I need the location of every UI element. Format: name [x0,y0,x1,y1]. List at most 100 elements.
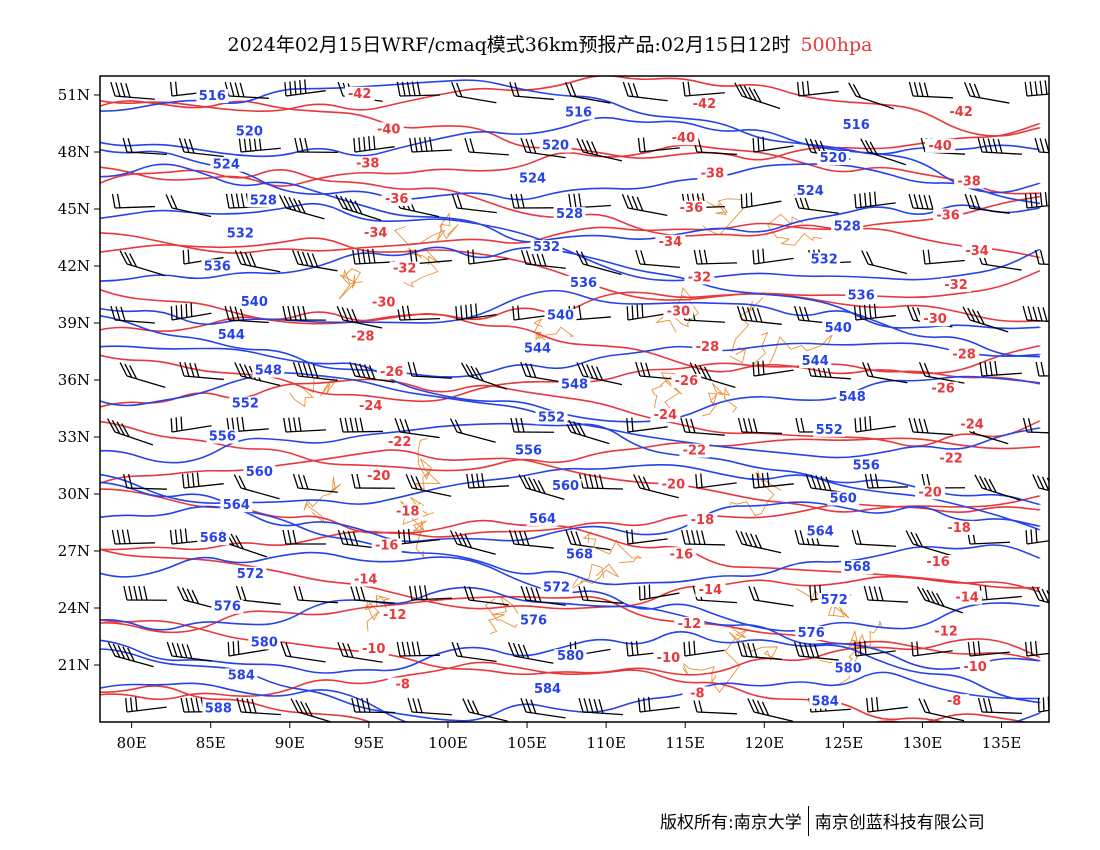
wind-barb-feather [578,697,584,713]
wind-barb-feather [456,82,463,98]
wind-barb-feather [224,81,230,97]
wind-barb-feather [569,82,577,98]
height-contour-label: 516 [565,106,592,121]
border-line [654,286,699,333]
wind-barb-feather [300,701,309,716]
wind-barb-feather [451,81,458,97]
wind-barb-feather [635,640,639,655]
wind-barb-feather [171,642,178,657]
wind-barb-feather [229,306,235,321]
temperature-contour-label: -34 [364,226,388,241]
wind-barb-feather [239,250,247,266]
wind-barb-feather [356,473,361,489]
wind-barb-feather [747,418,753,433]
wind-barb-feather [641,303,644,318]
wind-barb-feather [1037,698,1040,713]
wind-barb-feather [915,533,924,548]
wind-barb-feather [863,585,869,601]
wind-barb-feather [913,82,919,97]
label-backdrop [352,156,383,171]
wind-barb-feather [341,307,349,322]
wind-barb-feather [367,249,371,264]
lat-tick-label: 48N [58,143,90,161]
wind-barb-feather [312,364,319,379]
wind-barb-feather [288,196,297,212]
wind-barb-feather [869,141,879,156]
wind-barb-shaft [399,317,440,321]
wind-barb-feather [701,530,706,545]
height-contour-line [100,648,1040,722]
wind-barb-feather [248,137,252,152]
wind-barb-feather [638,698,641,713]
wind-barb-feather [355,586,361,601]
temperature-contour-label: -8 [690,686,704,701]
temperature-contour-label: -38 [957,174,981,189]
wind-barb-feather [968,82,976,98]
wind-barb-feather [294,137,299,153]
wind-barb-feather [462,698,470,713]
wind-barb-shaft [741,319,782,325]
wind-barb-feather [396,81,401,97]
wind-barb-feather [292,305,297,321]
wind-barb-feather [820,475,827,491]
label-backdrop [650,408,681,423]
wind-barb-feather [416,81,421,96]
wind-barb-feather [635,249,641,265]
temperature-contour-line [100,237,1041,301]
height-contour-line [100,314,1041,378]
wind-barb-feather [735,530,743,545]
wind-barb-feather [170,306,173,321]
height-contour-label: 532 [227,226,254,241]
wind-barb-feather [752,418,758,433]
temperature-contour-label: -26 [931,382,955,397]
wind-barb-shaft [126,263,166,277]
wind-barb-feather [349,361,356,377]
label-backdrop [679,443,710,458]
wind-barb-feather [762,136,765,151]
label-backdrop [658,477,689,492]
label-backdrop [215,327,248,342]
wind-barb-feather [854,642,857,657]
temperature-contour-label: -30 [667,304,691,319]
wind-barb-shaft [867,263,908,275]
label-backdrop [822,321,855,336]
wind-barb-shaft [1026,652,1049,657]
wind-barb-shaft [684,92,725,97]
label-backdrop [817,150,850,165]
wind-barb-feather [311,253,319,268]
wind-barb-feather [357,249,361,264]
wind-barb-feather [111,529,116,545]
wind-barb-feather [864,192,867,207]
wind-barb-feather [577,422,586,437]
wind-barb-feather [182,250,185,265]
height-contour-label: 520 [236,125,263,140]
wind-barb-feather [576,138,584,153]
wind-barb-feather [971,309,981,324]
wind-barb-shaft [354,711,396,714]
wind-barb-feather [923,82,929,97]
wind-barb-shaft [1038,263,1049,266]
wind-barb-feather [864,640,867,655]
wind-barb-feather [362,249,366,264]
wind-barb-feather [451,193,458,209]
wind-barb-feather [622,81,629,97]
wind-barb-feather [1034,192,1038,207]
wind-barb-feather [691,530,696,545]
wind-barb-feather [184,528,188,543]
wind-barb-feather [1031,586,1040,601]
wind-barb-feather [180,304,183,319]
wind-barb-feather [304,79,307,94]
wind-barb-feather [988,478,997,493]
wind-barb-feather [967,307,976,322]
wind-barb-feather [359,363,366,378]
label-backdrop [562,105,595,120]
wind-barb-feather [515,193,520,209]
wind-barb-feather [251,698,257,714]
wind-barb-feather [288,417,292,432]
wind-barb-feather [800,417,805,433]
wind-barb-feather [1035,528,1038,543]
wind-barb-shaft [1038,709,1049,713]
lat-tick-label: 30N [58,485,90,503]
wind-barb-shaft [684,649,725,657]
wind-barb-feather [121,529,126,544]
